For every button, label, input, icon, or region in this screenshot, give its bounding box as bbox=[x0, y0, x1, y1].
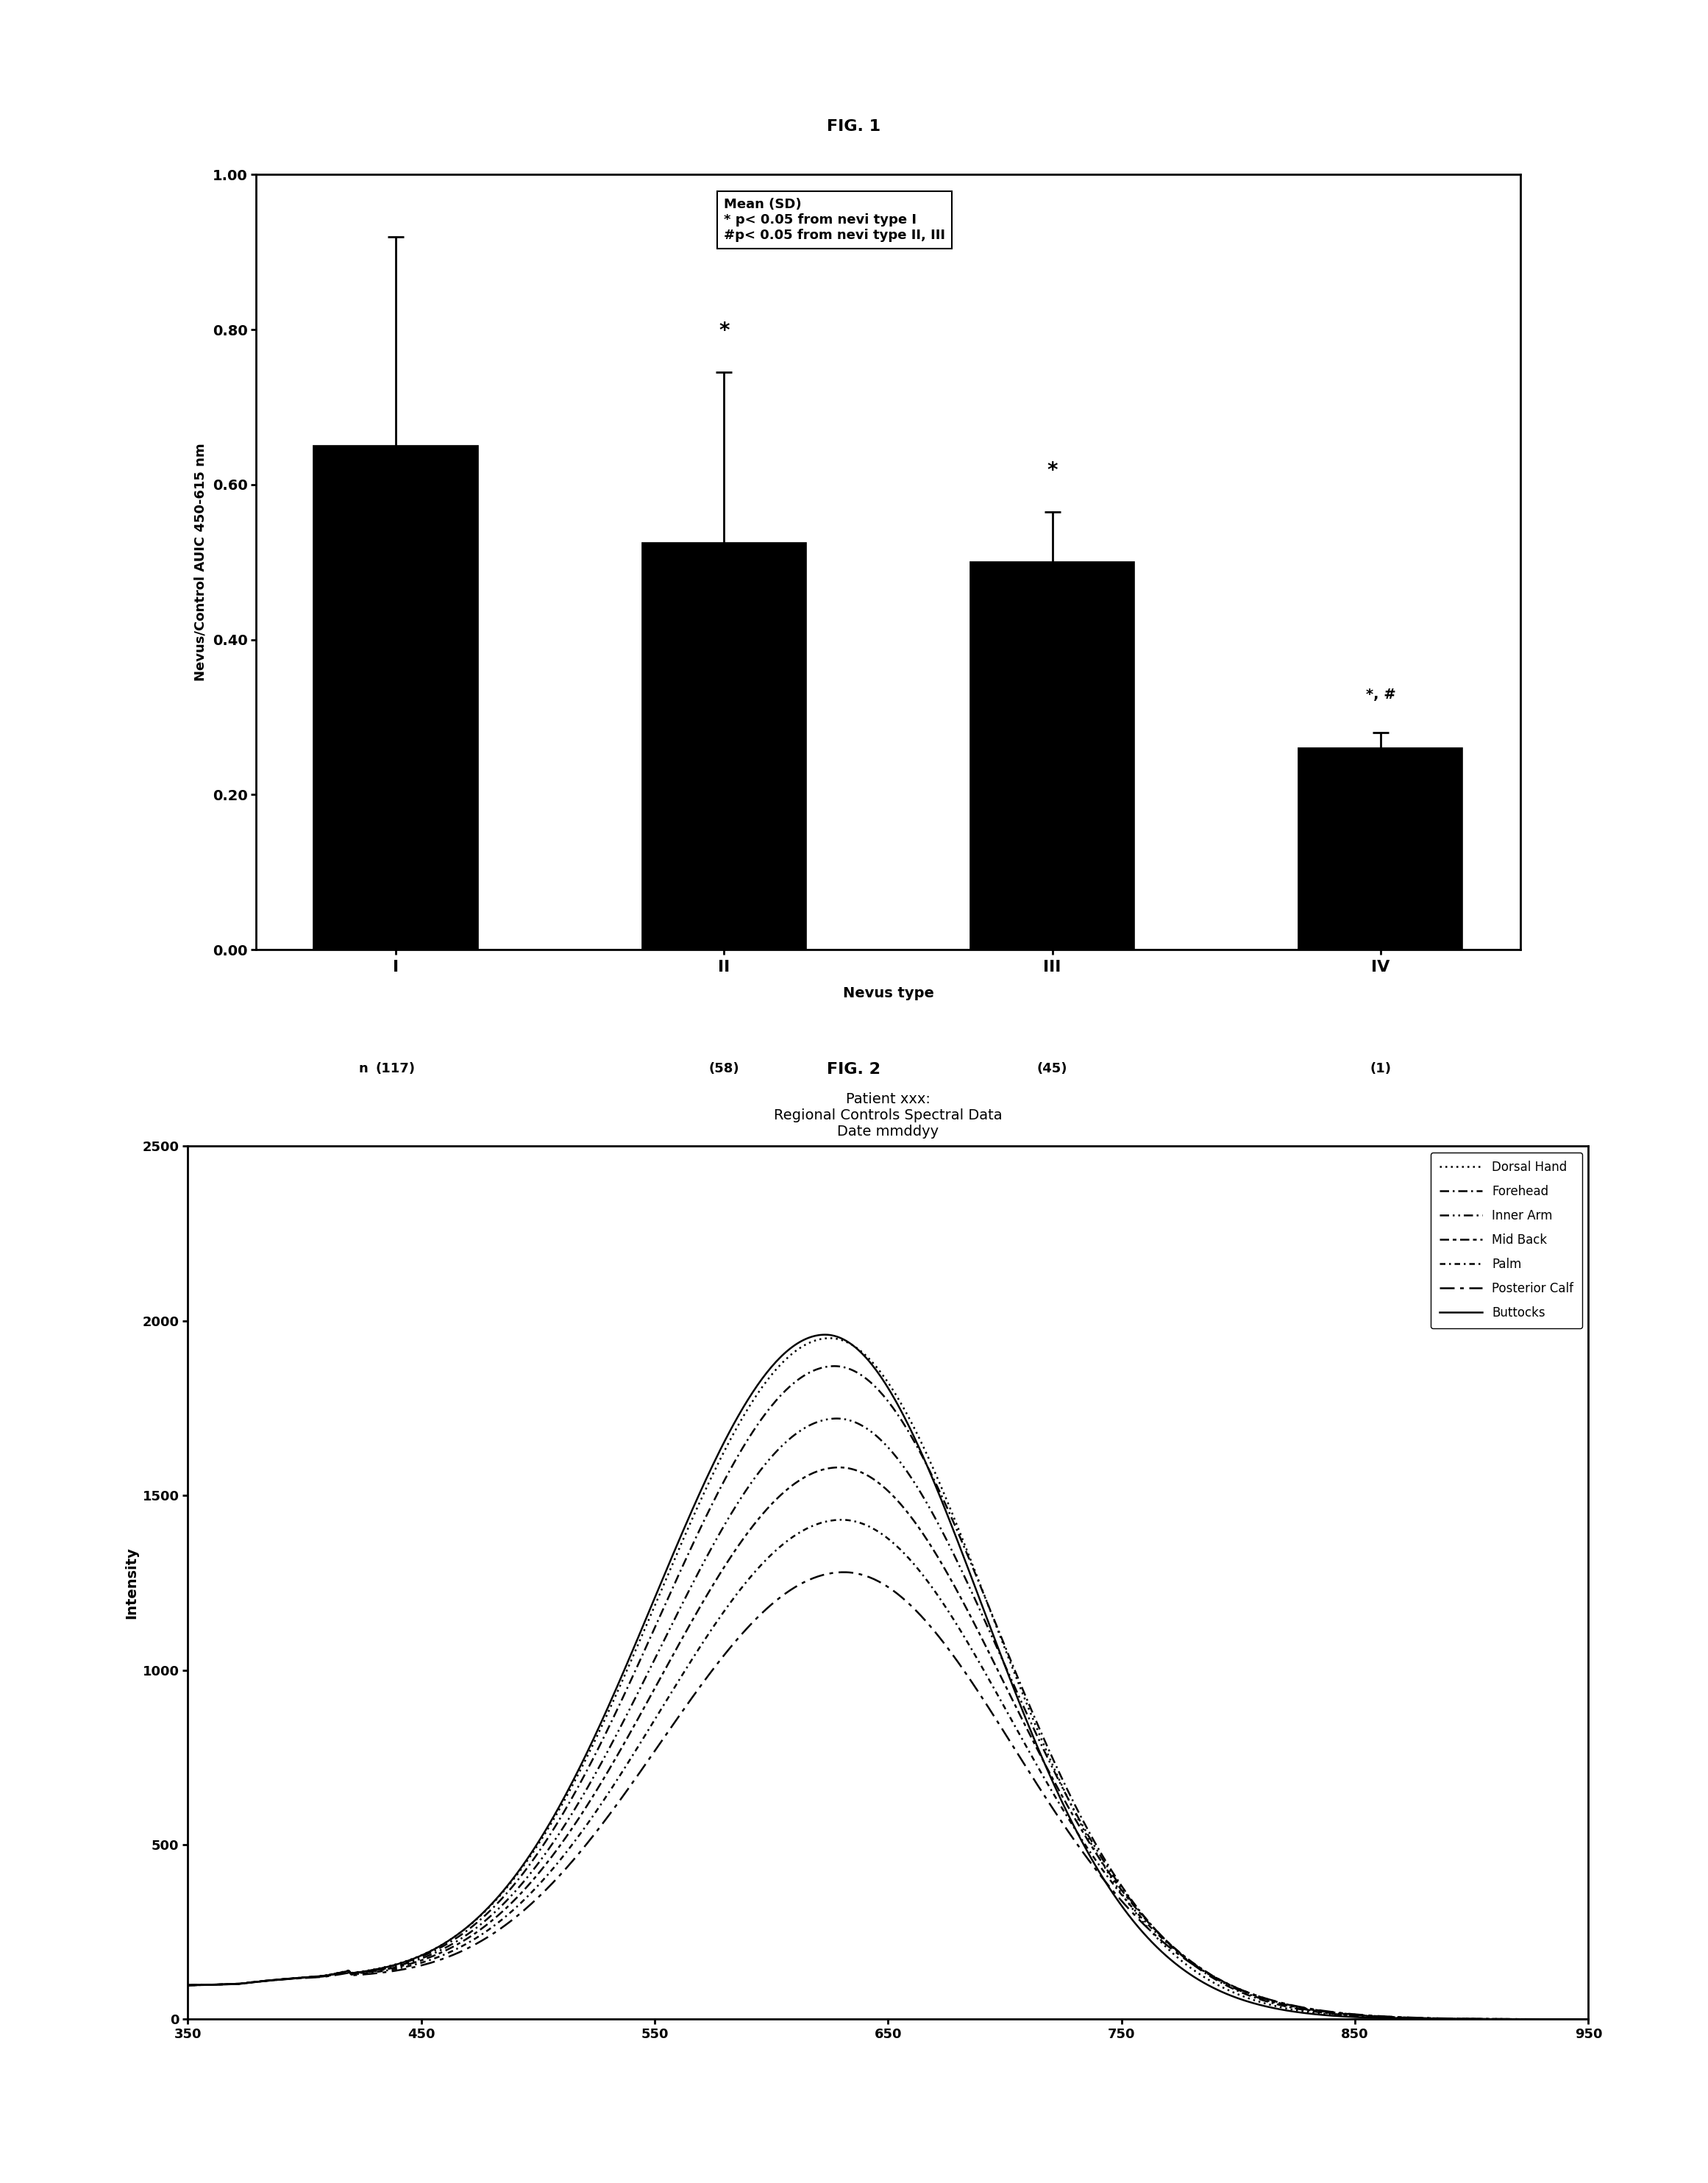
Text: *: * bbox=[719, 321, 729, 341]
Text: FIG. 2: FIG. 2 bbox=[827, 1063, 881, 1076]
Y-axis label: Nevus/Control AUIC 450-615 nm: Nevus/Control AUIC 450-615 nm bbox=[195, 443, 207, 681]
Bar bbox=[314, 445, 478, 950]
Text: (45): (45) bbox=[1037, 1061, 1068, 1076]
Text: (117): (117) bbox=[376, 1061, 415, 1076]
Legend: Dorsal Hand, Forehead, Inner Arm, Mid Back, Palm, Posterior Calf, Buttocks: Dorsal Hand, Forehead, Inner Arm, Mid Ba… bbox=[1431, 1153, 1582, 1327]
Text: (1): (1) bbox=[1370, 1061, 1392, 1076]
Text: Mean (SD)
* p< 0.05 from nevi type I
#p< 0.05 from nevi type II, III: Mean (SD) * p< 0.05 from nevi type I #p<… bbox=[724, 199, 945, 242]
Text: *: * bbox=[1047, 461, 1057, 480]
Text: *, #: *, # bbox=[1366, 688, 1395, 701]
Bar bbox=[642, 544, 806, 950]
Text: Nevus type: Nevus type bbox=[842, 987, 934, 1000]
Text: FIG. 1: FIG. 1 bbox=[827, 120, 881, 133]
Text: n: n bbox=[359, 1061, 367, 1076]
Y-axis label: Intensity: Intensity bbox=[125, 1548, 138, 1618]
Text: (58): (58) bbox=[709, 1061, 740, 1076]
Bar bbox=[1298, 749, 1462, 950]
Bar bbox=[970, 563, 1134, 950]
Title: Patient xxx:
Regional Controls Spectral Data
Date mmddyy: Patient xxx: Regional Controls Spectral … bbox=[774, 1092, 1003, 1140]
